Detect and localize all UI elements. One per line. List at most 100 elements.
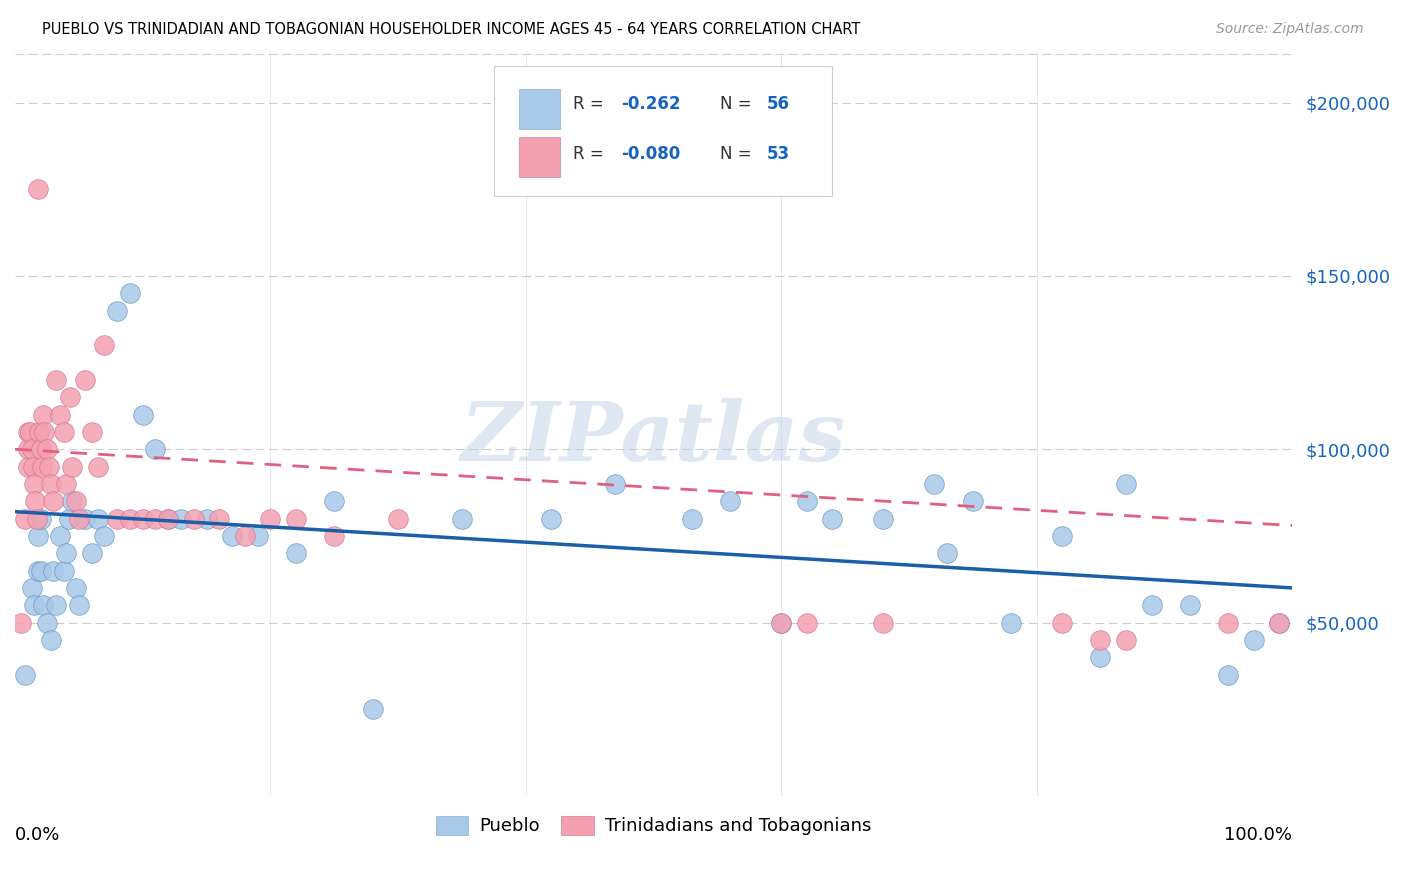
Point [323, 494, 346, 508]
Point [451, 511, 474, 525]
Point [80, 546, 103, 560]
Point [1050, 529, 1073, 543]
Point [93, 338, 115, 352]
Point [58, 511, 80, 525]
Point [821, 511, 844, 525]
Point [1268, 615, 1291, 630]
Point [22, 477, 45, 491]
FancyBboxPatch shape [519, 88, 560, 129]
Point [55, 477, 77, 491]
Point [1090, 632, 1112, 647]
Point [1050, 615, 1073, 630]
Point [246, 529, 269, 543]
Point [770, 615, 793, 630]
Point [32, 599, 55, 613]
Point [25, 511, 48, 525]
Text: R =: R = [574, 95, 609, 113]
Point [80, 425, 103, 439]
Text: -0.262: -0.262 [621, 95, 681, 113]
Legend: Pueblo, Trinidadians and Tobagonians: Pueblo, Trinidadians and Tobagonians [429, 808, 879, 843]
Point [67, 511, 90, 525]
Point [75, 373, 97, 387]
Point [605, 477, 627, 491]
Point [30, 442, 52, 457]
Point [718, 494, 741, 508]
Point [20, 581, 42, 595]
Point [31, 459, 53, 474]
Point [118, 511, 141, 525]
Point [105, 511, 128, 525]
Point [195, 511, 218, 525]
Point [14, 667, 37, 681]
Point [32, 408, 55, 422]
Point [1140, 599, 1163, 613]
Text: 56: 56 [768, 95, 790, 113]
Point [35, 442, 58, 457]
Text: N =: N = [720, 95, 756, 113]
Point [34, 425, 56, 439]
Point [221, 529, 243, 543]
Point [872, 615, 894, 630]
Text: -0.080: -0.080 [621, 145, 681, 162]
Point [39, 477, 62, 491]
Point [55, 546, 77, 560]
Point [387, 511, 409, 525]
Point [27, 529, 49, 543]
Point [105, 303, 128, 318]
Point [87, 511, 110, 525]
Point [284, 546, 307, 560]
Point [323, 529, 346, 543]
Point [22, 599, 45, 613]
Point [62, 459, 84, 474]
Point [67, 599, 90, 613]
Point [259, 511, 281, 525]
Text: 0.0%: 0.0% [15, 826, 60, 844]
Point [157, 511, 180, 525]
Point [131, 511, 153, 525]
Point [233, 529, 256, 543]
Point [20, 442, 42, 457]
Point [27, 564, 49, 578]
Point [52, 564, 75, 578]
Point [208, 511, 231, 525]
Point [38, 459, 60, 474]
Point [1243, 632, 1265, 647]
FancyBboxPatch shape [519, 137, 560, 178]
Point [872, 511, 894, 525]
Point [796, 615, 818, 630]
Text: PUEBLO VS TRINIDADIAN AND TOBAGONIAN HOUSEHOLDER INCOME AGES 45 - 64 YEARS CORRE: PUEBLO VS TRINIDADIAN AND TOBAGONIAN HOU… [42, 22, 860, 37]
Point [183, 511, 205, 525]
Point [1178, 599, 1201, 613]
Text: Source: ZipAtlas.com: Source: ZipAtlas.com [1216, 22, 1364, 37]
Point [157, 511, 180, 525]
Point [145, 442, 167, 457]
Point [962, 494, 984, 508]
Point [540, 511, 562, 525]
Point [17, 459, 39, 474]
Text: ZIPatlas: ZIPatlas [461, 398, 846, 478]
Point [17, 425, 39, 439]
Text: R =: R = [574, 145, 609, 162]
Point [93, 529, 115, 543]
Point [361, 702, 384, 716]
Point [936, 546, 959, 560]
Point [145, 511, 167, 525]
Point [1000, 615, 1022, 630]
Point [14, 511, 37, 525]
Point [59, 390, 82, 404]
Point [52, 425, 75, 439]
Point [1268, 615, 1291, 630]
Point [65, 494, 87, 508]
Point [284, 511, 307, 525]
Point [24, 494, 46, 508]
Point [1090, 650, 1112, 665]
Point [681, 511, 703, 525]
Point [42, 494, 65, 508]
Point [45, 599, 67, 613]
Point [35, 615, 58, 630]
Point [42, 564, 65, 578]
FancyBboxPatch shape [494, 66, 832, 196]
Point [48, 408, 70, 422]
Point [27, 182, 49, 196]
Point [17, 442, 39, 457]
